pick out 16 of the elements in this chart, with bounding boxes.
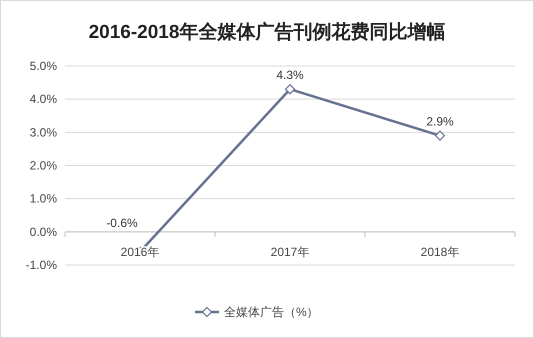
data-label: -0.6% — [106, 216, 138, 230]
chart-title: 2016-2018年全媒体广告刊例花费同比增幅 — [88, 21, 446, 43]
point — [434, 130, 446, 141]
y-tick-label: 3.0% — [30, 125, 58, 140]
y-tick-label: 0.0% — [30, 224, 58, 239]
y-tick-label: 2.0% — [30, 158, 58, 172]
y-tick-label: 4.0% — [30, 92, 58, 106]
legend-label: 全媒体广告（%） — [224, 305, 319, 319]
data-label: 2.9% — [426, 114, 454, 129]
data-label: 4.3% — [276, 68, 304, 82]
y-tick-label: -1.0% — [26, 258, 58, 272]
y-tick-label: 5.0% — [30, 59, 58, 73]
x-tick-label: 2017年 — [270, 244, 310, 259]
point — [284, 84, 296, 94]
y-tick-label: 1.0% — [30, 192, 58, 206]
x-tick-label: 2018年 — [420, 244, 460, 259]
